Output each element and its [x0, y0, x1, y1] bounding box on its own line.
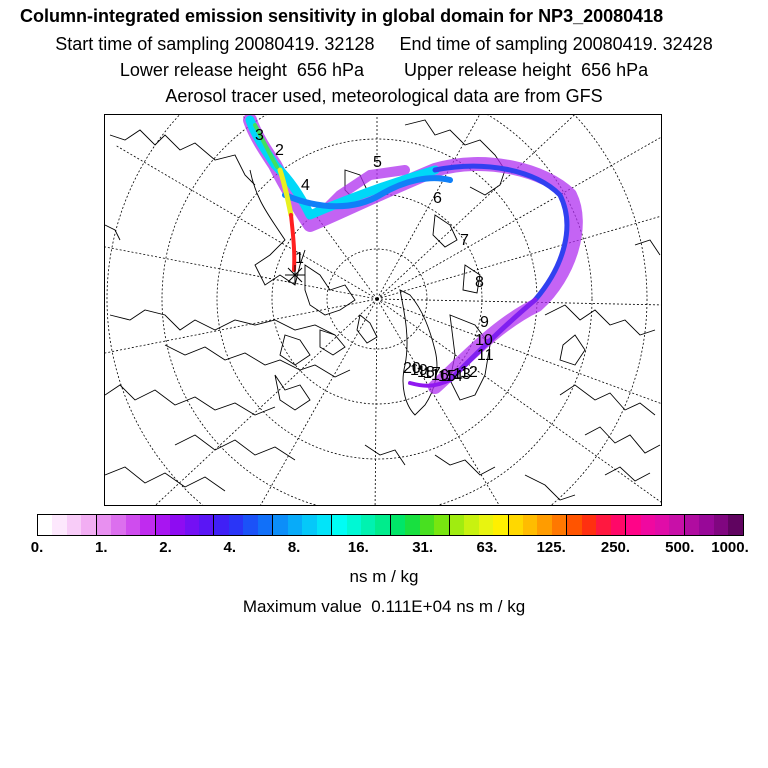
plume-mid	[245, 115, 570, 388]
colorbar-tick-label: 4.	[223, 539, 237, 556]
colorbar-tick-label: 500.	[665, 539, 695, 556]
colorbar-segment	[493, 515, 509, 535]
trajectory-label: 14	[445, 368, 463, 385]
sampling-time-line: Start time of sampling 20080419. 32128 E…	[55, 34, 713, 54]
trajectory-label: 2	[275, 142, 284, 159]
colorbar-segment	[214, 515, 229, 535]
colorbar-segment	[551, 515, 568, 535]
colorbar-segment	[155, 515, 171, 535]
colorbar	[37, 514, 744, 536]
colorbar-tick-label: 125.	[536, 539, 566, 556]
colorbar-segment	[287, 515, 303, 535]
trajectory-label: 13	[453, 366, 471, 383]
trajectory-label: 20	[403, 360, 421, 377]
colorbar-segment	[581, 515, 597, 535]
colorbar-segment	[184, 515, 199, 535]
colorbar-segment	[375, 515, 391, 535]
colorbar-segment	[346, 515, 361, 535]
colorbar-segment	[302, 515, 317, 535]
colorbar-tick-label: 63.	[476, 539, 498, 556]
colorbar-segment	[316, 515, 333, 535]
colorbar-segment	[140, 515, 156, 535]
colorbar-segment	[464, 515, 479, 535]
colorbar-tick-label: 8.	[287, 539, 301, 556]
release-site-marker	[285, 265, 305, 285]
colorbar-segment	[243, 515, 258, 535]
colorbar-segment	[111, 515, 126, 535]
colorbar-segment	[478, 515, 494, 535]
trajectory-label: 11	[477, 347, 494, 364]
colorbar-tick-label: 1.	[95, 539, 108, 556]
colorbar-segment	[332, 515, 347, 535]
colorbar-segment	[684, 515, 700, 535]
colorbar-segment	[198, 515, 215, 535]
trajectory-label: 7	[460, 232, 469, 249]
colorbar-segment	[669, 515, 685, 535]
colorbar-segment	[640, 515, 656, 535]
plume-core	[253, 123, 297, 272]
colorbar-tick-label: 0.	[30, 539, 44, 556]
trajectory-label: 16	[431, 367, 449, 384]
colorbar-tick-label: 1000.	[711, 539, 749, 556]
colorbar-segment	[273, 515, 288, 535]
colorbar-segment	[728, 515, 743, 535]
colorbar-segment	[449, 515, 465, 535]
coastlines	[105, 119, 661, 501]
trajectory-label: 12	[460, 364, 478, 381]
colorbar-segment	[713, 515, 729, 535]
page-title: Column-integrated emission sensitivity i…	[20, 6, 664, 26]
colorbar-segment	[257, 515, 274, 535]
trajectory-label: 18	[417, 364, 435, 381]
colorbar-segment	[96, 515, 112, 535]
colorbar-segment	[522, 515, 538, 535]
trajectory-label: 6	[433, 190, 442, 207]
trajectory-label: 8	[475, 274, 484, 291]
colorbar-tick-label: 31.	[412, 539, 434, 556]
colorbar-tick-label: 250.	[600, 539, 631, 556]
colorbar-segment	[508, 515, 523, 535]
maximum-value: Maximum value 0.111E+04 ns m / kg	[242, 597, 526, 616]
trajectory-label: 9	[480, 314, 489, 331]
trajectory-label: 1	[295, 250, 304, 267]
colorbar-segment	[228, 515, 244, 535]
colorbar-segment	[52, 515, 67, 535]
colorbar-segment	[596, 515, 611, 535]
trajectory-label: 17	[423, 365, 441, 382]
colorbar-unit: ns m / kg	[349, 567, 419, 586]
trajectory-label: 5	[373, 154, 382, 171]
colorbar-segment	[81, 515, 97, 535]
tracer-info-line: Aerosol tracer used, meteorological data…	[165, 86, 603, 106]
release-height-line: Lower release height 656 hPa Upper relea…	[119, 60, 649, 80]
colorbar-segment	[537, 515, 552, 535]
colorbar-ticks: 0. 1. 2. 4. 8. 16. 31. 63. 125. 250. 500. 1000.	[0, 539, 768, 559]
colorbar-segment	[38, 515, 53, 535]
colorbar-segment	[170, 515, 185, 535]
trajectory-label: 10	[475, 332, 493, 349]
trajectory-label: 15	[438, 368, 456, 385]
polar-map: 1 2 3 4 5 6 7 8 9 10 11 12 13 14 15 16 17 18 19 20	[104, 114, 662, 506]
trajectory-label: 19	[410, 362, 428, 379]
colorbar-segment	[655, 515, 670, 535]
colorbar-tick-label: 2.	[159, 539, 172, 556]
colorbar-segment	[125, 515, 141, 535]
colorbar-segment	[360, 515, 376, 535]
trajectory-label: 3	[255, 127, 264, 144]
colorbar-segment	[390, 515, 406, 535]
colorbar-segment	[419, 515, 435, 535]
colorbar-segment	[610, 515, 627, 535]
colorbar-segment	[567, 515, 582, 535]
colorbar-segment	[66, 515, 82, 535]
graticule	[105, 115, 661, 505]
colorbar-segment	[699, 515, 714, 535]
colorbar-tick-label: 16.	[347, 539, 369, 556]
colorbar-segment	[434, 515, 450, 535]
trajectory-label: 4	[301, 177, 310, 194]
colorbar-segment	[405, 515, 420, 535]
colorbar-segment	[626, 515, 641, 535]
